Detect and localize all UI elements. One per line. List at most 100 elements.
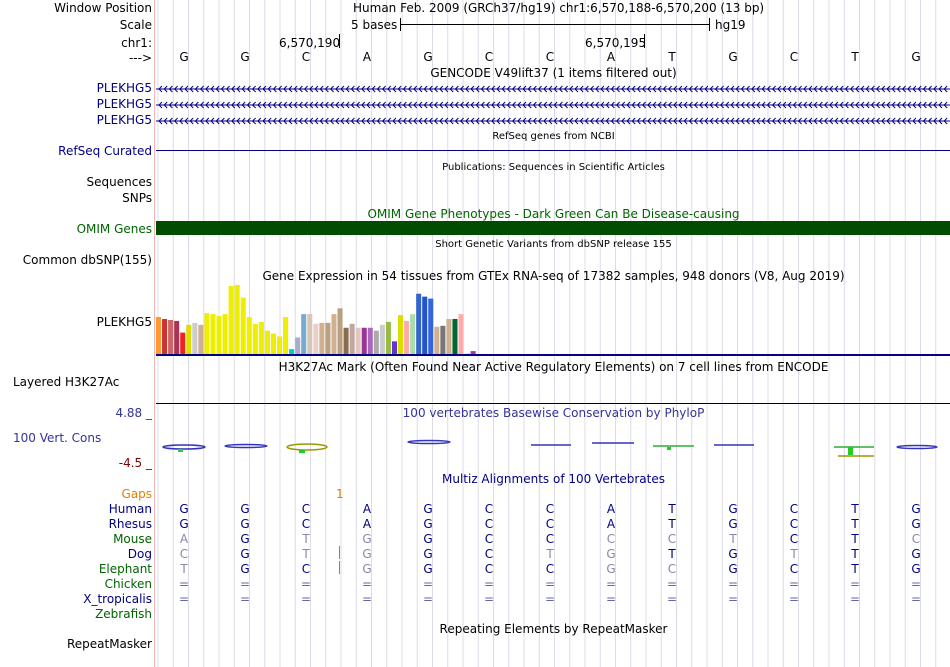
gencode-strand-chevron [459, 101, 464, 109]
multiz-base: G [362, 562, 372, 576]
gtex-tissue-bar[interactable] [204, 313, 210, 354]
gtex-tissue-bar[interactable] [313, 323, 319, 354]
gencode-strand-chevron [251, 101, 256, 109]
phylop-label[interactable]: 100 Vert. Cons [13, 431, 102, 445]
pubs-row-snps[interactable]: SNPs [122, 191, 152, 205]
gtex-tissue-bar[interactable] [452, 319, 458, 354]
gtex-tissue-bar[interactable] [252, 323, 258, 354]
repeatmasker-title: Repeating Elements by RepeatMasker [439, 622, 668, 636]
gtex-tissue-bar[interactable] [234, 284, 240, 354]
gtex-tissue-bar[interactable] [410, 314, 416, 354]
gaps-label[interactable]: Gaps [121, 487, 152, 501]
multiz-base: C [606, 532, 616, 546]
gtex-tissue-bar[interactable] [367, 327, 373, 354]
gencode-strand-chevron [615, 117, 620, 125]
gtex-tissue-bar[interactable] [228, 285, 234, 354]
gtex-tissue-bar[interactable] [174, 320, 180, 354]
multiz-base: G [606, 562, 616, 576]
gtex-tissue-bar[interactable] [440, 325, 446, 354]
gtex-tissue-bar[interactable] [295, 337, 301, 354]
gencode-transcripts[interactable] [156, 80, 950, 128]
gtex-tissue-bar[interactable] [162, 319, 168, 354]
gtex-tissue-bar[interactable] [180, 332, 186, 354]
gtex-tissue-bar[interactable] [319, 322, 325, 354]
multiz-species-label[interactable]: Mouse [113, 532, 152, 546]
gtex-tissue-bar[interactable] [307, 314, 313, 354]
gencode-gene-3-label[interactable]: PLEKHG5 [96, 113, 152, 127]
gtex-tissue-bar[interactable] [379, 324, 385, 354]
multiz-species-label[interactable]: X_tropicalis [83, 592, 152, 606]
gtex-expression-chart[interactable] [156, 283, 950, 357]
refseq-label[interactable]: RefSeq Curated [58, 144, 152, 158]
gtex-tissue-bar[interactable] [404, 320, 410, 354]
gtex-tissue-bar[interactable] [283, 317, 289, 354]
gtex-tissue-bar[interactable] [246, 317, 252, 354]
multiz-species-label[interactable]: Human [108, 502, 152, 516]
gtex-tissue-bar[interactable] [156, 317, 162, 354]
gtex-tissue-bar[interactable] [428, 298, 434, 354]
gtex-tissue-bar[interactable] [186, 324, 192, 354]
gtex-tissue-bar[interactable] [325, 322, 331, 354]
gencode-strand-chevron [704, 85, 709, 93]
h3k27ac-label[interactable]: Layered H3K27Ac [13, 375, 120, 389]
gtex-tissue-bar[interactable] [168, 319, 174, 354]
gencode-strand-chevron [823, 85, 828, 93]
multiz-base: T [851, 547, 859, 561]
gencode-strand-chevron [407, 85, 412, 93]
gtex-tissue-bar[interactable] [391, 341, 397, 354]
gtex-tissue-bar[interactable] [470, 351, 476, 354]
multiz-species-label[interactable]: Rhesus [108, 517, 152, 531]
gtex-tissue-bar[interactable] [270, 333, 276, 354]
gtex-tissue-bar[interactable] [210, 314, 216, 354]
multiz-base: = [849, 592, 861, 606]
gtex-tissue-bar[interactable] [301, 314, 307, 354]
multiz-species-label[interactable]: Elephant [98, 562, 152, 576]
gtex-tissue-bar[interactable] [361, 327, 367, 354]
gencode-strand-chevron [418, 117, 423, 125]
window-position-value[interactable]: Human Feb. 2009 (GRCh37/hg19) chr1:6,570… [353, 1, 765, 15]
omim-gene-bar[interactable] [156, 221, 950, 235]
gtex-tissue-bar[interactable] [464, 353, 470, 355]
gtex-tissue-bar[interactable] [198, 324, 204, 354]
gencode-strand-chevron [527, 85, 532, 93]
gtex-tissue-bar[interactable] [458, 314, 464, 354]
gtex-tissue-bar[interactable] [240, 297, 246, 354]
repeatmasker-label[interactable]: RepeatMasker [66, 637, 152, 651]
gtex-tissue-bar[interactable] [264, 330, 270, 354]
gencode-strand-chevron [371, 117, 376, 125]
scale-bar-right-tick [709, 18, 710, 31]
gtex-tissue-bar[interactable] [337, 308, 343, 354]
multiz-species-label[interactable]: Zebrafish [95, 607, 152, 621]
gencode-gene-1-label[interactable]: PLEKHG5 [96, 81, 152, 95]
gencode-strand-chevron [641, 101, 646, 109]
gtex-tissue-bar[interactable] [331, 314, 337, 354]
gtex-tissue-bar[interactable] [398, 315, 404, 354]
gtex-tissue-bar[interactable] [349, 323, 355, 354]
gencode-strand-chevron [184, 101, 189, 109]
multiz-species-label[interactable]: Dog [127, 547, 152, 561]
gtex-tissue-bar[interactable] [434, 326, 440, 354]
refseq-transcript-line[interactable] [156, 150, 950, 151]
dbsnp-label[interactable]: Common dbSNP(155) [22, 253, 152, 267]
omim-label[interactable]: OMIM Genes [76, 222, 152, 236]
gtex-tissue-bar[interactable] [446, 319, 452, 354]
pubs-row-sequences[interactable]: Sequences [86, 175, 152, 189]
gtex-tissue-bar[interactable] [416, 293, 422, 354]
gtex-tissue-bar[interactable] [385, 321, 391, 354]
gtex-tissue-bar[interactable] [192, 322, 198, 354]
gtex-tissue-bar[interactable] [355, 327, 361, 354]
multiz-species-label[interactable]: Chicken [104, 577, 152, 591]
gtex-tissue-bar[interactable] [422, 296, 428, 354]
gtex-tissue-bar[interactable] [216, 316, 222, 354]
gtex-tissue-bar[interactable] [373, 330, 379, 354]
gtex-label[interactable]: PLEKHG5 [96, 315, 152, 329]
gtex-tissue-bar[interactable] [289, 349, 295, 354]
gtex-tissue-bar[interactable] [258, 321, 264, 354]
gencode-gene-2-label[interactable]: PLEKHG5 [96, 97, 152, 111]
gencode-strand-chevron [943, 85, 948, 93]
phylop-wiggle[interactable] [156, 436, 950, 460]
gencode-strand-chevron [927, 117, 932, 125]
gtex-tissue-bar[interactable] [343, 327, 349, 354]
gtex-tissue-bar[interactable] [222, 314, 228, 354]
gtex-tissue-bar[interactable] [277, 336, 283, 355]
